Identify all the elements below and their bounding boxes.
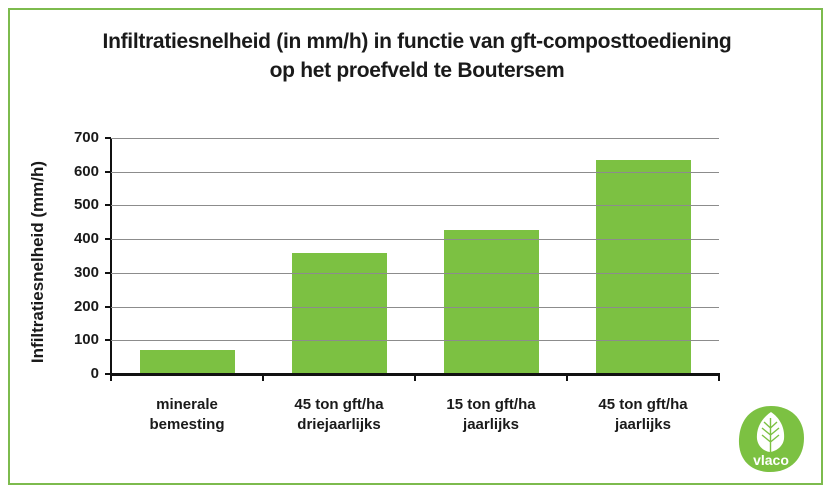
- x-tick-label-line: jaarlijks: [463, 416, 519, 433]
- x-tick-label: 15 ton gft/ha jaarlijks: [415, 395, 567, 435]
- chart-frame: [8, 8, 823, 485]
- bar: [291, 253, 387, 374]
- x-tick-label-line: jaarlijks: [615, 416, 671, 433]
- gridline: [111, 171, 719, 173]
- vlaco-logo-icon: vlaco: [738, 406, 804, 472]
- x-tick: [414, 374, 416, 381]
- chart-title-line-2: op het proefveld te Boutersem: [269, 59, 565, 82]
- x-tick-label: minerale bemesting: [111, 395, 263, 435]
- y-tick: [105, 373, 111, 375]
- y-tick-label: 600: [73, 162, 99, 180]
- y-tick-label: 700: [73, 129, 99, 146]
- logo-text: vlaco: [753, 452, 789, 468]
- x-tick: [110, 374, 112, 381]
- y-tick-label: 300: [73, 263, 99, 281]
- y-tick: [105, 238, 111, 241]
- chart-title-line-1: Infiltratiesnelheid (in mm/h) in functie…: [102, 30, 732, 53]
- bar: [139, 349, 235, 374]
- bar: [595, 159, 691, 374]
- y-tick: [105, 170, 111, 173]
- x-tick: [566, 374, 568, 381]
- y-tick: [105, 137, 111, 139]
- gridline: [111, 239, 719, 241]
- gridline: [111, 272, 719, 274]
- y-tick: [105, 204, 111, 207]
- gridline: [111, 306, 719, 308]
- y-axis-line: [110, 138, 112, 376]
- x-tick: [718, 374, 720, 381]
- x-tick-label-line: minerale: [156, 396, 218, 413]
- gridline: [111, 138, 719, 139]
- x-tick-label-line: 45 ton gft/ha: [598, 396, 688, 413]
- x-tick-label: 45 ton gft/ha jaarlijks: [567, 395, 719, 435]
- x-tick-label-line: 15 ton gft/ha: [446, 396, 536, 413]
- bar: [443, 230, 539, 374]
- x-tick-label-line: driejaarlijks: [297, 416, 381, 433]
- gridline: [111, 205, 719, 207]
- x-tick: [262, 374, 264, 381]
- x-tick-label: 45 ton gft/ha driejaarlijks: [263, 395, 415, 435]
- gridline: [111, 340, 719, 342]
- y-tick-label: 400: [73, 230, 99, 248]
- y-tick-label: 100: [73, 331, 99, 349]
- plot-area: 0 100 200 300 400 500 600 700: [74, 129, 720, 382]
- y-tick: [105, 305, 111, 308]
- x-tick-label-line: 45 ton gft/ha: [294, 396, 384, 413]
- y-tick-label: 0: [90, 365, 99, 382]
- y-tick: [105, 339, 111, 342]
- y-tick-label: 200: [73, 297, 99, 315]
- x-tick-label-line: bemesting: [149, 416, 225, 433]
- y-tick: [105, 271, 111, 274]
- y-tick-label: 500: [73, 196, 99, 214]
